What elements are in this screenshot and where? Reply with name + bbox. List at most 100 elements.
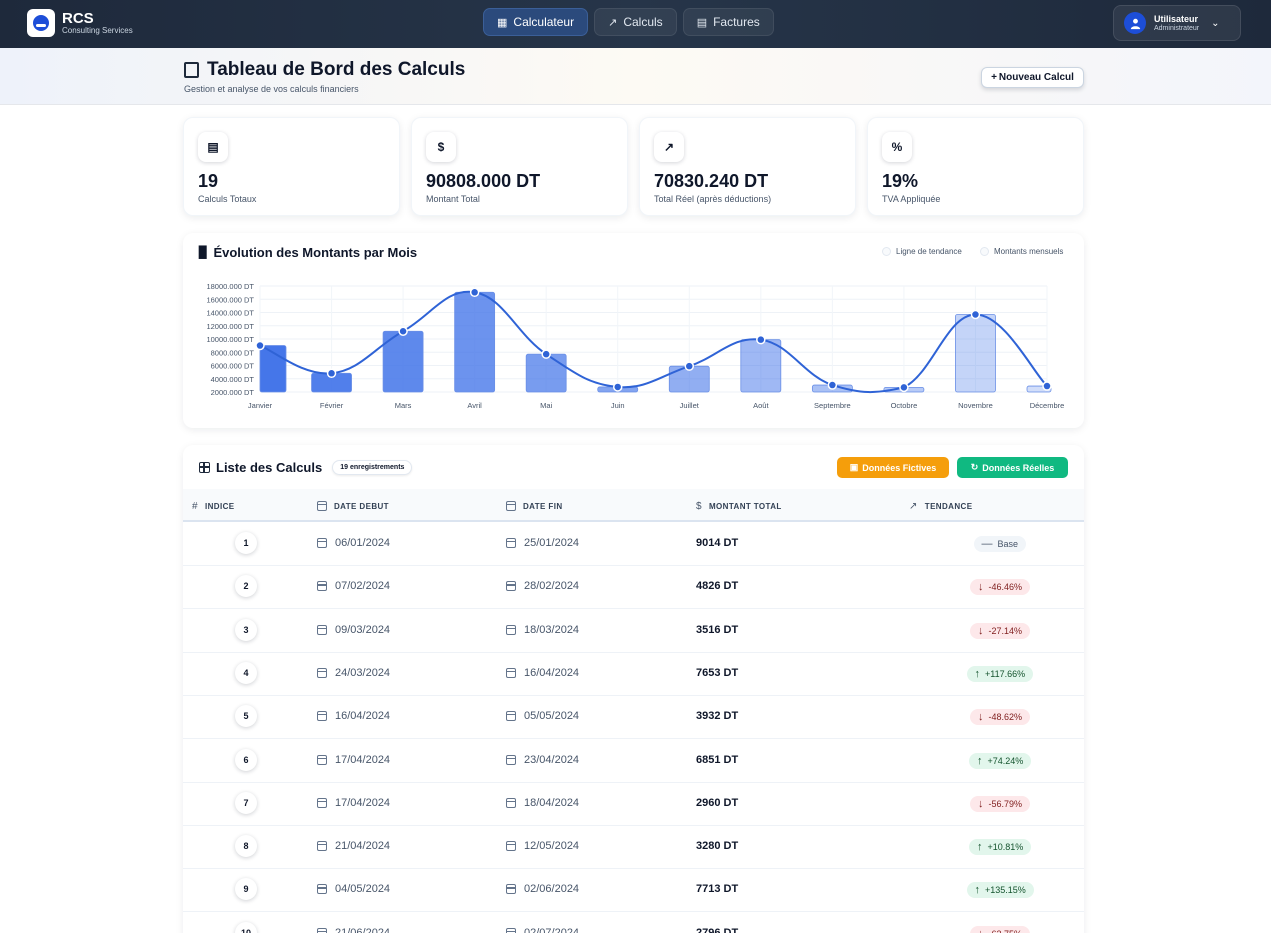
trend-point: [398, 326, 408, 337]
calendar-icon: [506, 538, 516, 548]
row-index-badge: 4: [235, 661, 257, 684]
top-navbar: RCS Consulting Services ▦ Calculateur ↗ …: [0, 0, 1271, 48]
trend-value: +135.15%: [985, 885, 1026, 896]
col-header-indice[interactable]: # INDICE: [192, 501, 234, 512]
table-row[interactable]: 1 06/01/2024 25/01/2024 9014 DT — Base: [183, 523, 1084, 566]
trend-line: [259, 290, 1048, 394]
row-index-badge: 5: [235, 705, 257, 728]
stat-value: 70830.240 DT: [654, 171, 769, 191]
calendar-icon: [506, 884, 516, 895]
trend-point: [756, 334, 766, 345]
cell-montant: 4826 DT: [696, 580, 739, 593]
trend-value: -46.46%: [988, 582, 1023, 593]
document-icon: ▤: [696, 16, 708, 29]
table-row[interactable]: 9 04/05/2024 02/06/2024 7713 DT ↑ +135.15%: [183, 869, 1084, 913]
tab-calculs[interactable]: ↗ Calculs: [594, 8, 677, 36]
cell-date-fin: 18/04/2024: [506, 797, 579, 809]
date-debut-value: 09/03/2024: [335, 623, 391, 636]
x-tick-label: Septembre: [814, 401, 851, 410]
trend-badge: ↑ +117.66%: [966, 665, 1034, 682]
trend-value: -63.75%: [989, 929, 1023, 933]
tab-calculs-label: Calculs: [623, 15, 663, 29]
cell-date-fin: 25/01/2024: [506, 537, 579, 549]
date-fin-value: 16/04/2024: [524, 666, 580, 679]
stat-value: 19: [198, 171, 219, 191]
new-calcul-button[interactable]: + Nouveau Calcul: [981, 67, 1084, 88]
arrow-down-icon: ↓: [978, 711, 984, 724]
row-index-badge: 1: [235, 532, 257, 554]
x-tick-label: Octobre: [891, 401, 918, 410]
cell-montant: 2960 DT: [696, 796, 739, 809]
table-row[interactable]: 3 09/03/2024 18/03/2024 3516 DT ↓ -27.14%: [183, 610, 1084, 653]
chevron-down-icon: ⌄: [1211, 17, 1220, 29]
col-header-date-debut[interactable]: DATE DEBUT: [317, 501, 389, 511]
trend-point: [899, 382, 909, 393]
table-row[interactable]: 10 21/06/2024 02/07/2024 2796 DT ↓ -63.75%: [183, 913, 1084, 933]
date-debut-value: 16/04/2024: [335, 710, 391, 723]
calendar-icon: [506, 927, 516, 933]
page-title-text: Tableau de Bord des Calculs: [207, 59, 466, 80]
refresh-icon: ↻: [970, 462, 979, 472]
col-header-date-fin[interactable]: DATE FIN: [506, 501, 563, 511]
cell-date-debut: 17/04/2024: [317, 797, 390, 809]
stat-label: Calculs Totaux: [198, 194, 257, 204]
brand[interactable]: RCS Consulting Services: [27, 9, 133, 37]
arrow-up-icon: ↑: [977, 841, 983, 854]
table-row[interactable]: 4 24/03/2024 16/04/2024 7653 DT ↑ +117.66%: [183, 653, 1084, 696]
table-row[interactable]: 8 21/04/2024 12/05/2024 3280 DT ↑ +10.81%: [183, 826, 1084, 870]
rcs-logo-icon: [27, 9, 55, 37]
trend-badge: ↓ -48.62%: [970, 709, 1031, 726]
dash-icon: —: [981, 538, 993, 550]
cell-montant: 7713 DT: [696, 883, 739, 896]
monthly-amounts-chart: 18000.000 DT 16000.000 DT 14000.000 DT 1200…: [206, 282, 1064, 410]
date-debut-value: 17/04/2024: [335, 753, 391, 766]
date-fin-value: 28/02/2024: [524, 580, 580, 593]
donnees-reelles-button[interactable]: ↻ Données Réelles: [957, 457, 1068, 478]
cell-date-debut: 09/03/2024: [317, 624, 390, 636]
arrow-up-icon: ↑: [977, 754, 983, 767]
col-header-label: DATE FIN: [523, 501, 563, 511]
legend-item-trend[interactable]: Ligne de tendance: [882, 247, 962, 256]
trend-value: +10.81%: [987, 842, 1024, 853]
stat-card-calculs: ▤ 19 Calculs Totaux: [183, 117, 400, 216]
cell-date-debut: 04/05/2024: [317, 883, 390, 895]
date-fin-value: 02/07/2024: [524, 926, 580, 933]
donnees-fictives-button[interactable]: ▣ Données Fictives: [837, 457, 949, 478]
trend-value: Base: [997, 539, 1019, 549]
tab-calculateur[interactable]: ▦ Calculateur: [483, 8, 589, 36]
cell-montant: 3280 DT: [696, 840, 739, 853]
row-index-badge: 2: [235, 575, 257, 598]
calendar-icon: [317, 754, 327, 765]
table-row[interactable]: 6 17/04/2024 23/04/2024 6851 DT ↑ +74.24%: [183, 740, 1084, 783]
trend-point: [684, 361, 695, 371]
bar-mai: [525, 353, 567, 393]
col-header-tendance[interactable]: ↗ TENDANCE: [909, 501, 972, 512]
col-header-montant[interactable]: $ MONTANT TOTAL: [696, 501, 782, 512]
arrow-down-icon: ↓: [978, 797, 984, 810]
x-tick-label: Mars: [395, 401, 412, 410]
table-row[interactable]: 5 16/04/2024 05/05/2024 3932 DT ↓ -48.62%: [183, 696, 1084, 740]
calendar-icon: [317, 501, 327, 511]
calendar-icon: [317, 624, 327, 635]
trend-badge: ↓ -56.79%: [970, 795, 1031, 812]
date-fin-value: 18/03/2024: [524, 623, 580, 636]
chart-title-text: Évolution des Montants par Mois: [213, 245, 418, 260]
x-tick-label: Janvier: [248, 401, 273, 410]
user-menu[interactable]: Utilisateur Administrateur ⌄: [1113, 5, 1241, 41]
chart-line-icon: ↗: [654, 132, 684, 162]
date-debut-value: 17/04/2024: [335, 796, 391, 809]
bar-novembre: [955, 314, 996, 393]
table-row[interactable]: 2 07/02/2024 28/02/2024 4826 DT ↓ -46.46%: [183, 566, 1084, 610]
legend-item-monthly[interactable]: Montants mensuels: [980, 247, 1063, 256]
y-tick-label: 8000.000 DT: [211, 348, 255, 357]
y-tick-label: 18000.000 DT: [206, 282, 254, 291]
stat-card-montant: $ 90808.000 DT Montant Total: [411, 117, 628, 216]
y-tick-label: 10000.000 DT: [206, 335, 254, 344]
date-fin-value: 23/04/2024: [524, 753, 580, 766]
legend-label: Ligne de tendance: [896, 247, 962, 256]
table-row[interactable]: 7 17/04/2024 18/04/2024 2960 DT ↓ -56.79%: [183, 783, 1084, 826]
tab-factures[interactable]: ▤ Factures: [682, 8, 774, 36]
x-tick-label: Mai: [540, 401, 552, 410]
table-header: # INDICE DATE DEBUT DATE FIN $ MONTANT TOT…: [183, 489, 1084, 522]
table-grid-icon: [199, 462, 210, 473]
